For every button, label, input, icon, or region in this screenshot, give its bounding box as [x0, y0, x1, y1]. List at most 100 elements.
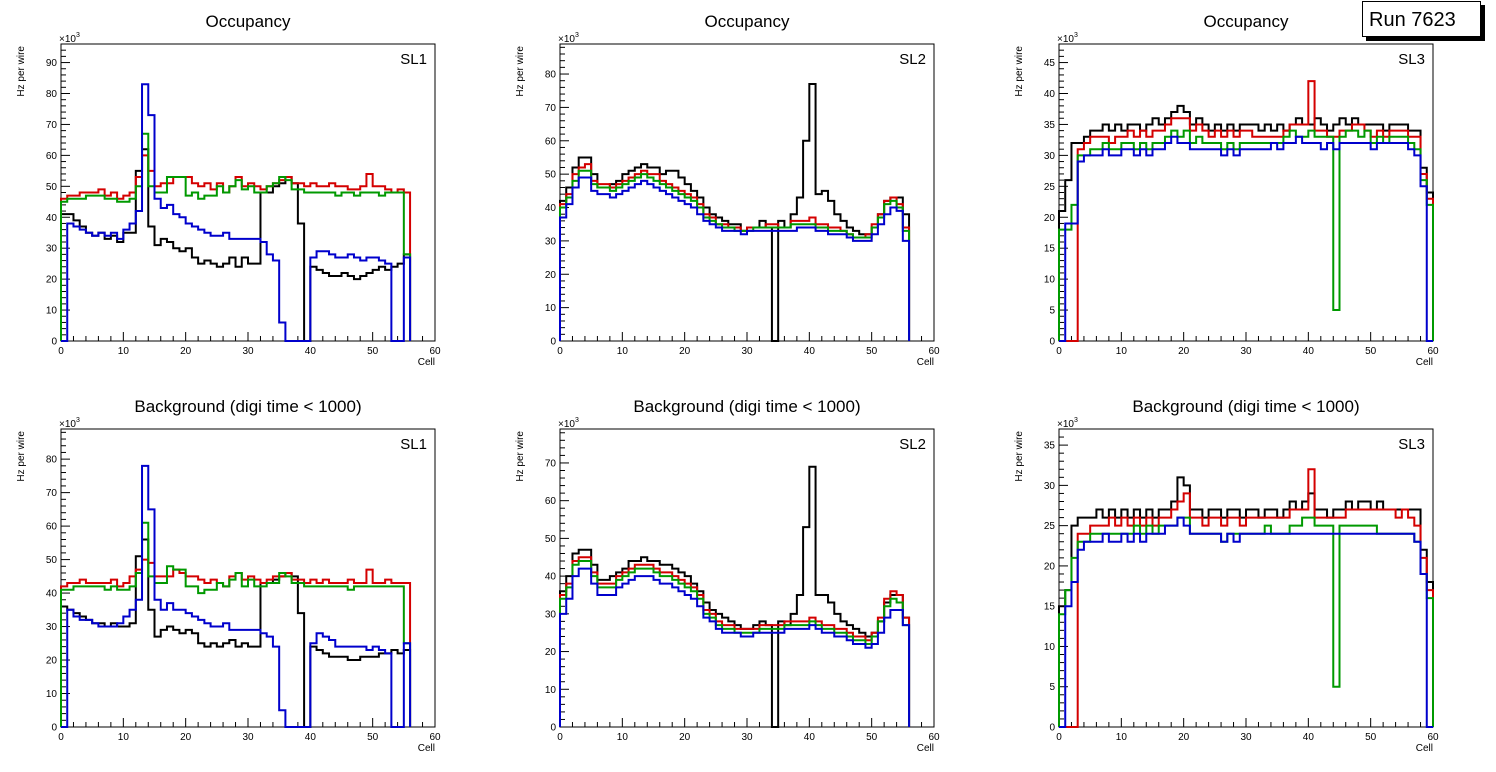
- y-tick-label: 50: [545, 170, 557, 181]
- x-tick-label: 30: [1240, 732, 1252, 743]
- y-tick-label: 0: [550, 723, 556, 734]
- y-tick-label: 20: [1044, 561, 1056, 572]
- y-tick-label: 50: [46, 182, 58, 193]
- x-axis-label: Cell: [418, 357, 435, 368]
- y-tick-label: 10: [46, 689, 58, 700]
- x-tick-label: 0: [1056, 346, 1062, 357]
- y-tick-label: 80: [46, 89, 58, 100]
- y-tick-label: 70: [46, 488, 58, 499]
- plot-title: Occupancy: [1203, 12, 1289, 31]
- y-tick-label: 40: [545, 203, 557, 214]
- y-tick-label: 70: [545, 103, 557, 114]
- y-tick-label: 25: [1044, 521, 1056, 532]
- y-exponent-label: ×103: [59, 32, 80, 45]
- y-exponent-label: ×103: [59, 417, 80, 430]
- y-tick-label: 30: [46, 244, 58, 255]
- x-tick-label: 50: [1365, 346, 1377, 357]
- series-green: [1058, 516, 1434, 727]
- x-tick-label: 10: [1116, 732, 1128, 743]
- x-tick-label: 20: [180, 346, 192, 357]
- plot-title: Background (digi time < 1000): [134, 397, 361, 416]
- x-tick-label: 60: [1427, 346, 1439, 357]
- x-tick-label: 30: [741, 346, 753, 357]
- x-tick-label: 30: [741, 732, 753, 743]
- x-tick-label: 50: [367, 732, 379, 743]
- y-tick-label: 90: [46, 58, 58, 69]
- panel-4: Background (digi time < 1000) SL1 ×103 Hz p…: [16, 397, 441, 754]
- plot-title: Occupancy: [205, 12, 291, 31]
- x-tick-label: 20: [679, 732, 691, 743]
- y-axis-label: Hz per wire: [515, 431, 526, 482]
- x-tick-label: 50: [866, 346, 878, 357]
- series-red: [559, 556, 911, 727]
- x-tick-label: 30: [1240, 346, 1252, 357]
- y-tick-label: 0: [550, 337, 556, 348]
- x-tick-label: 10: [617, 732, 629, 743]
- y-axis-label: Hz per wire: [1014, 46, 1025, 97]
- y-tick-label: 70: [545, 458, 557, 469]
- y-tick-label: 5: [1049, 306, 1055, 317]
- plot-frame: [559, 43, 935, 342]
- y-tick-label: 40: [46, 589, 58, 600]
- x-tick-label: 50: [367, 346, 379, 357]
- y-tick-label: 5: [1049, 682, 1055, 693]
- y-exponent-label: ×103: [558, 32, 579, 45]
- series-red: [1059, 80, 1434, 342]
- y-tick-label: 70: [46, 120, 58, 131]
- series-green: [60, 132, 412, 341]
- x-tick-label: 40: [804, 732, 816, 743]
- x-tick-label: 20: [180, 732, 192, 743]
- y-tick-label: 15: [1044, 602, 1056, 613]
- x-tick-label: 10: [1116, 346, 1128, 357]
- series-black: [559, 83, 911, 342]
- superlayer-label: SL2: [899, 436, 926, 453]
- x-tick-label: 40: [305, 346, 317, 357]
- y-tick-label: 40: [46, 213, 58, 224]
- x-tick-label: 0: [1056, 732, 1062, 743]
- panel-5: Background (digi time < 1000) SL2 ×103 Hz p…: [515, 397, 940, 754]
- x-tick-label: 60: [429, 346, 441, 357]
- x-tick-label: 10: [617, 346, 629, 357]
- x-axis-label: Cell: [1416, 743, 1433, 754]
- x-tick-label: 0: [557, 732, 563, 743]
- y-tick-label: 40: [545, 572, 557, 583]
- y-tick-label: 40: [1044, 89, 1056, 100]
- series-black: [60, 538, 412, 728]
- x-axis-label: Cell: [917, 743, 934, 754]
- x-tick-label: 60: [928, 346, 940, 357]
- y-tick-label: 30: [1044, 151, 1056, 162]
- series-blue: [559, 176, 911, 341]
- x-tick-label: 50: [1365, 732, 1377, 743]
- superlayer-label: SL1: [400, 436, 427, 453]
- x-tick-label: 0: [557, 346, 563, 357]
- y-tick-label: 50: [46, 555, 58, 566]
- x-tick-label: 40: [804, 346, 816, 357]
- y-tick-label: 80: [545, 70, 557, 81]
- series-green: [60, 521, 412, 727]
- y-tick-label: 20: [545, 647, 557, 658]
- series-blue: [559, 567, 911, 727]
- x-tick-label: 0: [58, 732, 64, 743]
- superlayer-label: SL1: [400, 51, 427, 68]
- y-tick-label: 0: [1049, 337, 1055, 348]
- y-tick-label: 50: [545, 534, 557, 545]
- y-tick-label: 10: [545, 685, 557, 696]
- plot-title: Background (digi time < 1000): [633, 397, 860, 416]
- superlayer-label: SL3: [1398, 436, 1425, 453]
- x-tick-label: 20: [679, 346, 691, 357]
- y-exponent-label: ×103: [1057, 417, 1078, 430]
- series-blue: [61, 83, 412, 342]
- y-tick-label: 10: [46, 306, 58, 317]
- series-black: [559, 465, 911, 728]
- panel-2: Occupancy SL2 ×103 Hz per wire Cell 0 10 20 30 40…: [515, 12, 940, 368]
- y-tick-label: 60: [545, 496, 557, 507]
- y-tick-label: 0: [1049, 723, 1055, 734]
- x-tick-label: 30: [242, 732, 254, 743]
- y-tick-label: 30: [545, 236, 557, 247]
- x-tick-label: 0: [58, 346, 64, 357]
- y-exponent-label: ×103: [1057, 32, 1078, 45]
- series-red: [60, 154, 412, 341]
- x-tick-label: 10: [118, 346, 130, 357]
- plot-frame: [1058, 428, 1434, 728]
- y-tick-label: 20: [46, 656, 58, 667]
